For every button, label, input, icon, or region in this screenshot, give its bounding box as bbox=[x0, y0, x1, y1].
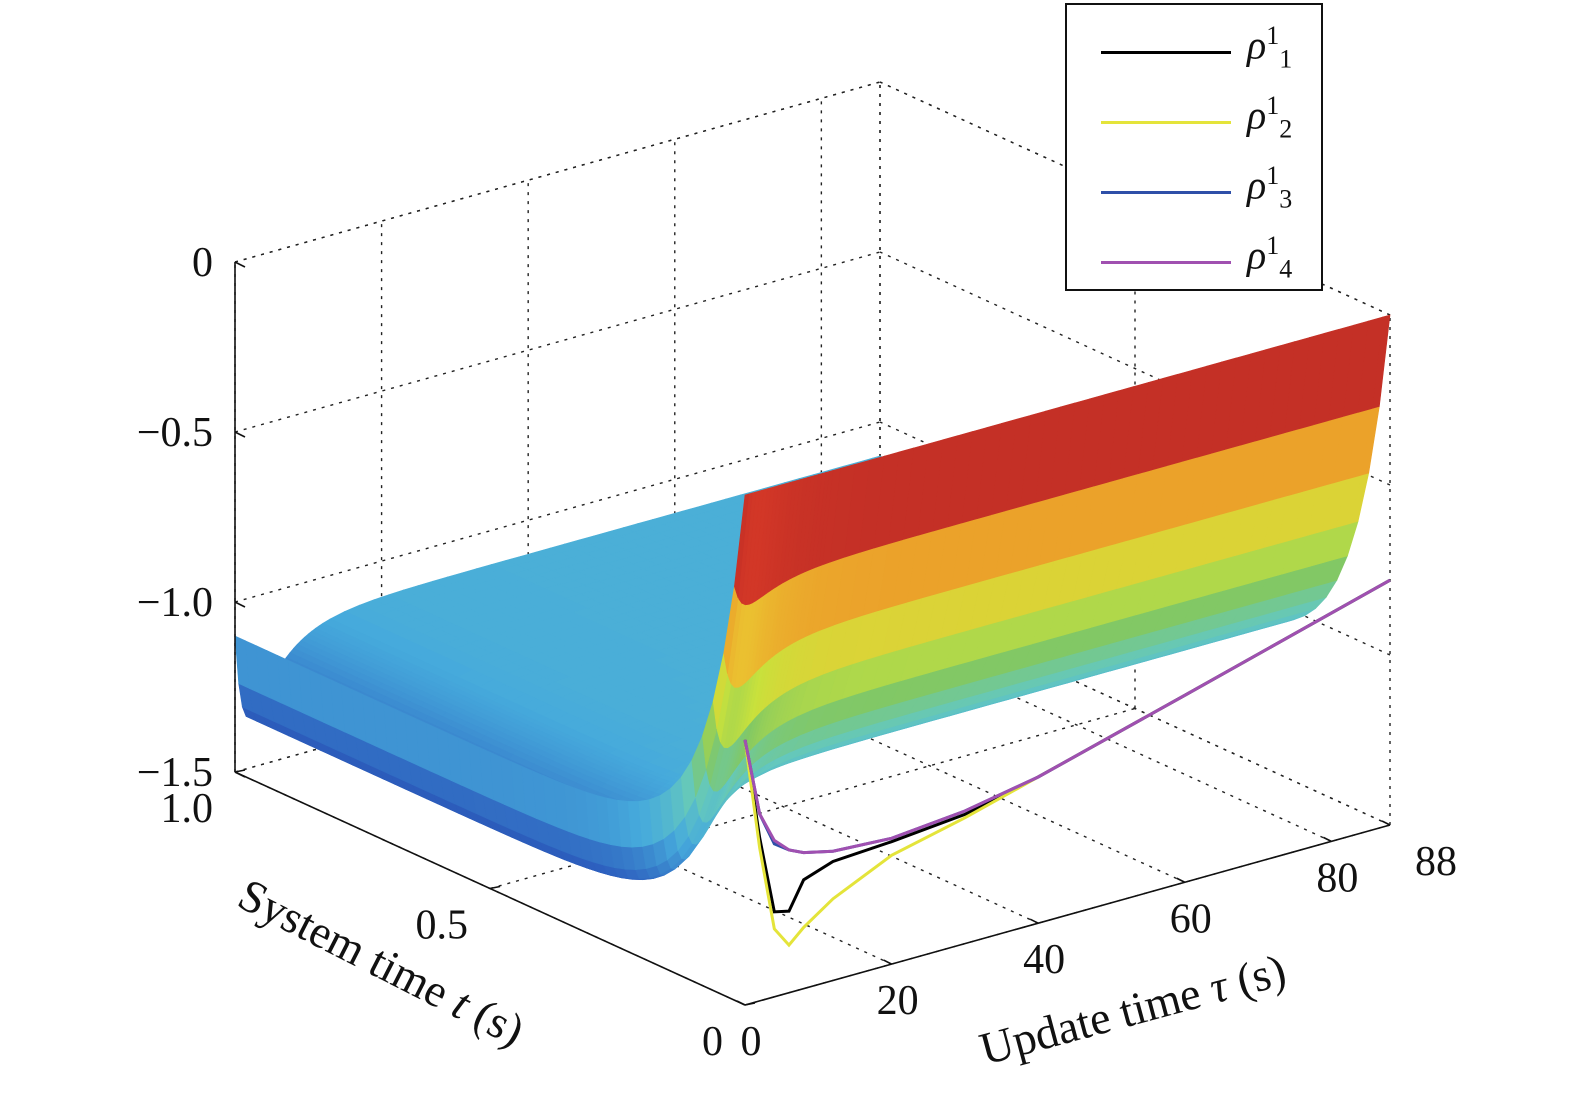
gridline bbox=[234, 81, 881, 263]
series-line-rho-1-4 bbox=[743, 578, 1391, 855]
legend-label: ρ12 bbox=[1247, 91, 1293, 144]
x-tick-mark bbox=[234, 769, 246, 773]
y-tick-label: 60 bbox=[1170, 896, 1212, 942]
z-tick-label: −0.5 bbox=[137, 410, 213, 456]
x-tick-mark bbox=[744, 1002, 756, 1006]
y-tick-mark bbox=[736, 1000, 746, 1006]
z-tick-label: 0 bbox=[192, 240, 213, 286]
y-tick-label: 88 bbox=[1415, 839, 1457, 885]
legend-swatch bbox=[1101, 121, 1231, 124]
gridline bbox=[234, 251, 881, 433]
legend-swatch bbox=[1101, 191, 1231, 194]
y-tick-label: 20 bbox=[877, 978, 919, 1024]
gridline bbox=[879, 251, 1391, 486]
surface-layer bbox=[234, 314, 1391, 948]
legend-label: ρ11 bbox=[1247, 21, 1293, 74]
axis-layer bbox=[234, 261, 1391, 1006]
gridline bbox=[879, 591, 1391, 826]
x-tick-label: 1.0 bbox=[161, 786, 214, 832]
z-tick-mark bbox=[234, 601, 246, 608]
legend-item-rho-1-4: ρ14 bbox=[1067, 225, 1321, 295]
y-tick-mark bbox=[1323, 836, 1332, 843]
tick-layer: 0 −0.5 −1.0 −1.5 0 0.5 1.0 0 20 40 60 80 88 bbox=[137, 240, 1457, 1065]
y-tick-mark bbox=[1176, 877, 1186, 883]
x-axis-label: System time t (s) bbox=[230, 868, 532, 1056]
y-tick-label: 40 bbox=[1023, 937, 1065, 983]
y-axis-label: Update time τ (s) bbox=[974, 944, 1291, 1075]
y-tick-mark bbox=[1381, 820, 1391, 826]
z-tick-label: −1.5 bbox=[137, 750, 213, 796]
legend-label: ρ13 bbox=[1247, 161, 1293, 214]
gridline bbox=[674, 648, 1186, 883]
gridline bbox=[821, 607, 1332, 843]
legend-item-rho-1-1: ρ11 bbox=[1067, 15, 1321, 85]
x-tick-label: 0 bbox=[702, 1019, 723, 1065]
legend-swatch bbox=[1101, 261, 1231, 264]
y-tick-mark bbox=[883, 959, 892, 965]
legend: ρ11 ρ12 ρ13 ρ14 bbox=[1065, 3, 1323, 291]
y-tick-label: 80 bbox=[1316, 855, 1358, 901]
gridline bbox=[527, 689, 1039, 924]
surface-patch bbox=[734, 493, 750, 598]
y-tick-mark bbox=[1029, 918, 1039, 924]
gridline bbox=[234, 421, 881, 603]
x-tick-label: 0.5 bbox=[416, 903, 469, 949]
legend-item-rho-1-2: ρ12 bbox=[1067, 85, 1321, 155]
y-tick-label: 0 bbox=[741, 1019, 762, 1065]
x-tick-mark bbox=[489, 885, 501, 890]
z-tick-mark bbox=[234, 431, 246, 438]
z-tick-mark bbox=[234, 771, 246, 778]
z-tick-label: −1.0 bbox=[137, 580, 213, 626]
legend-item-rho-1-3: ρ13 bbox=[1067, 155, 1321, 225]
legend-label: ρ14 bbox=[1247, 231, 1293, 284]
z-tick-mark bbox=[234, 261, 246, 268]
legend-swatch bbox=[1101, 51, 1231, 54]
y-axis-line bbox=[744, 824, 1391, 1006]
gridline bbox=[489, 707, 1136, 890]
